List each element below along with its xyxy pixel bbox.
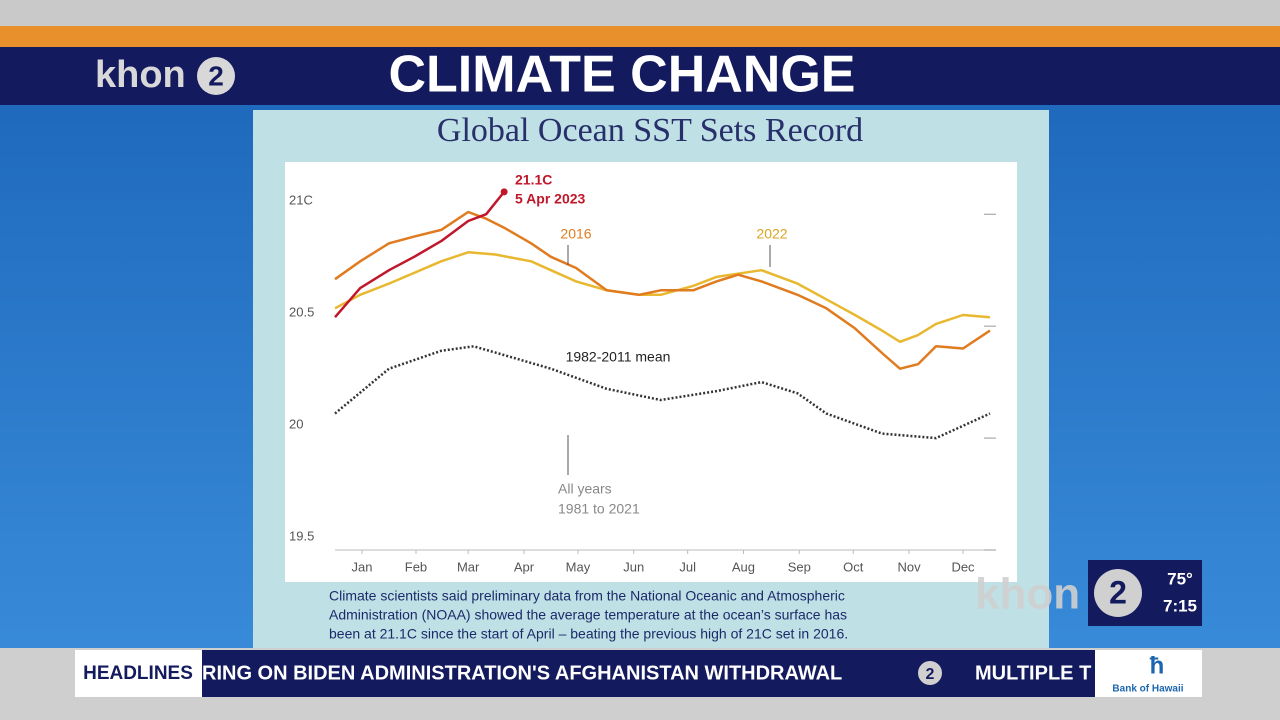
series-label: 2016 (560, 226, 591, 242)
x-tick-label: Jul (679, 559, 696, 574)
x-tick-label: Dec (951, 559, 975, 574)
annotation: 21.1C (515, 172, 552, 188)
temperature: 75° (1167, 569, 1193, 588)
y-tick-label: 21C (289, 193, 313, 208)
plot-area (285, 162, 1017, 582)
y-tick-label: 19.5 (289, 528, 314, 543)
header-logo-number: 2 (208, 60, 224, 91)
time: 7:15 (1163, 596, 1197, 615)
x-tick-label: Oct (843, 559, 864, 574)
x-tick-label: Mar (457, 559, 480, 574)
chart: 19.5 20 20.5 21C Jan Feb Mar Apr May Jun Jul Aug Sep… (289, 188, 996, 574)
ticker-label-box (75, 650, 202, 697)
ticker-label: HEADLINES (83, 663, 193, 684)
series-line (334, 345, 991, 440)
series-label: 2022 (756, 226, 787, 242)
header-title: CLIMATE CHANGE (388, 46, 855, 104)
sponsor-box (1095, 650, 1202, 697)
header-logo: khon (95, 54, 186, 96)
x-tick-label: Aug (732, 559, 755, 574)
x-tick-label: Feb (405, 559, 427, 574)
x-tick-label: Jun (623, 559, 644, 574)
x-tick-label: May (566, 559, 591, 574)
ticker-text: RING ON BIDEN ADMINISTRATION'S AFGHANIST… (202, 662, 842, 684)
slide-title: Global Ocean SST Sets Record (437, 112, 863, 149)
series-line (334, 191, 506, 319)
annotation: 1981 to 2021 (558, 501, 640, 517)
annotation: 5 Apr 2023 (515, 191, 586, 207)
bug-logo-circle (1094, 569, 1142, 617)
ticker-logo-number: 2 (926, 666, 935, 683)
sponsor-icon: ћ (1150, 652, 1165, 679)
caption-line: Climate scientists said preliminary data… (329, 588, 845, 604)
caption-line: been at 21.1C since the start of April –… (329, 626, 848, 642)
x-tick-label: Nov (897, 559, 921, 574)
x-tick-label: Sep (788, 559, 811, 574)
bug-logo-number: 2 (1109, 574, 1127, 610)
bug-logo: khon (975, 570, 1080, 619)
x-tick-label: Apr (514, 559, 535, 574)
ticker-next: MULTIPLE T (975, 662, 1091, 684)
end-point (500, 188, 508, 196)
header-logo-circle (197, 57, 235, 95)
series-label: 1982-2011 mean (566, 349, 671, 365)
series-line (334, 210, 991, 370)
orange-bar (0, 26, 1280, 47)
annotation: All years (558, 481, 612, 497)
y-tick-label: 20.5 (289, 305, 314, 320)
caption-line: Administration (NOAA) showed the average… (329, 607, 847, 623)
ticker-bar (202, 650, 1095, 697)
ticker-logo (918, 661, 942, 685)
y-tick-label: 20 (289, 417, 303, 432)
top-strip (0, 0, 1280, 26)
sponsor: Bank of Hawaii (1112, 684, 1183, 695)
x-tick-label: Jan (352, 559, 373, 574)
